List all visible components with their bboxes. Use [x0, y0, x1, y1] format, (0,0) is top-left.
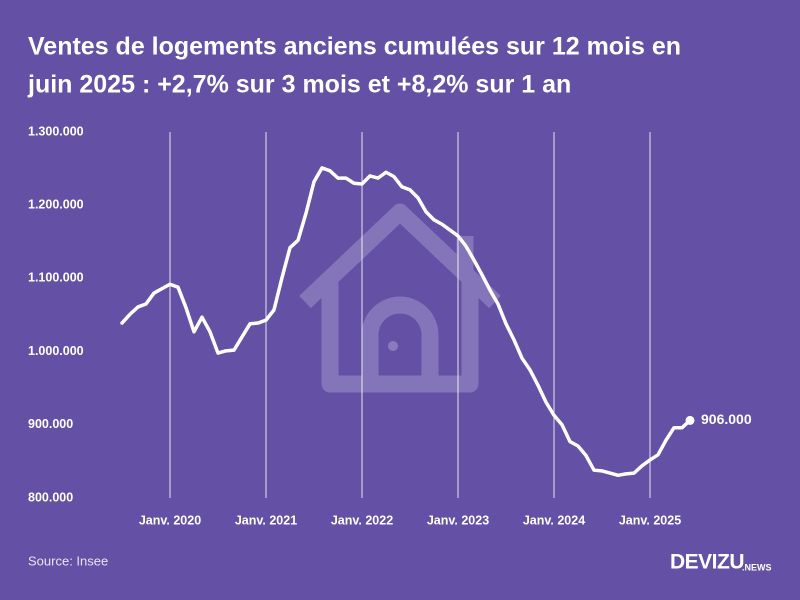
chart-title: Ventes de logements anciens cumulées sur… — [28, 33, 681, 61]
x-tick-label: Janv. 2024 — [523, 513, 585, 527]
y-tick-label: 1.000.000 — [28, 344, 84, 358]
line — [120, 166, 692, 478]
x-tick-label: Janv. 2023 — [427, 513, 489, 527]
x-tick-label: Janv. 2025 — [619, 513, 681, 527]
house-icon — [299, 203, 501, 393]
value-label: 906.000 — [701, 411, 752, 427]
house-icon-knob — [388, 341, 398, 351]
x-tick-label: Janv. 2022 — [331, 513, 393, 527]
y-tick-label: 1.100.000 — [28, 271, 84, 285]
y-tick-label: 800.000 — [28, 490, 73, 504]
source: Source: Insee — [28, 553, 108, 568]
x-tick-label: Janv. 2021 — [235, 513, 297, 527]
y-tick-label: 900.000 — [28, 417, 73, 431]
y-tick-label: 1.200.000 — [28, 197, 84, 211]
brand-logo-suffix: .NEWS — [742, 562, 772, 572]
brand-logo: DEVIZU — [670, 551, 744, 574]
end-point — [685, 415, 695, 425]
y-tick-label: 1.300.000 — [28, 124, 84, 138]
x-tick-label: Janv. 2020 — [139, 513, 201, 527]
chart-title: juin 2025 : +2,7% sur 3 mois et +8,2% su… — [27, 71, 571, 99]
